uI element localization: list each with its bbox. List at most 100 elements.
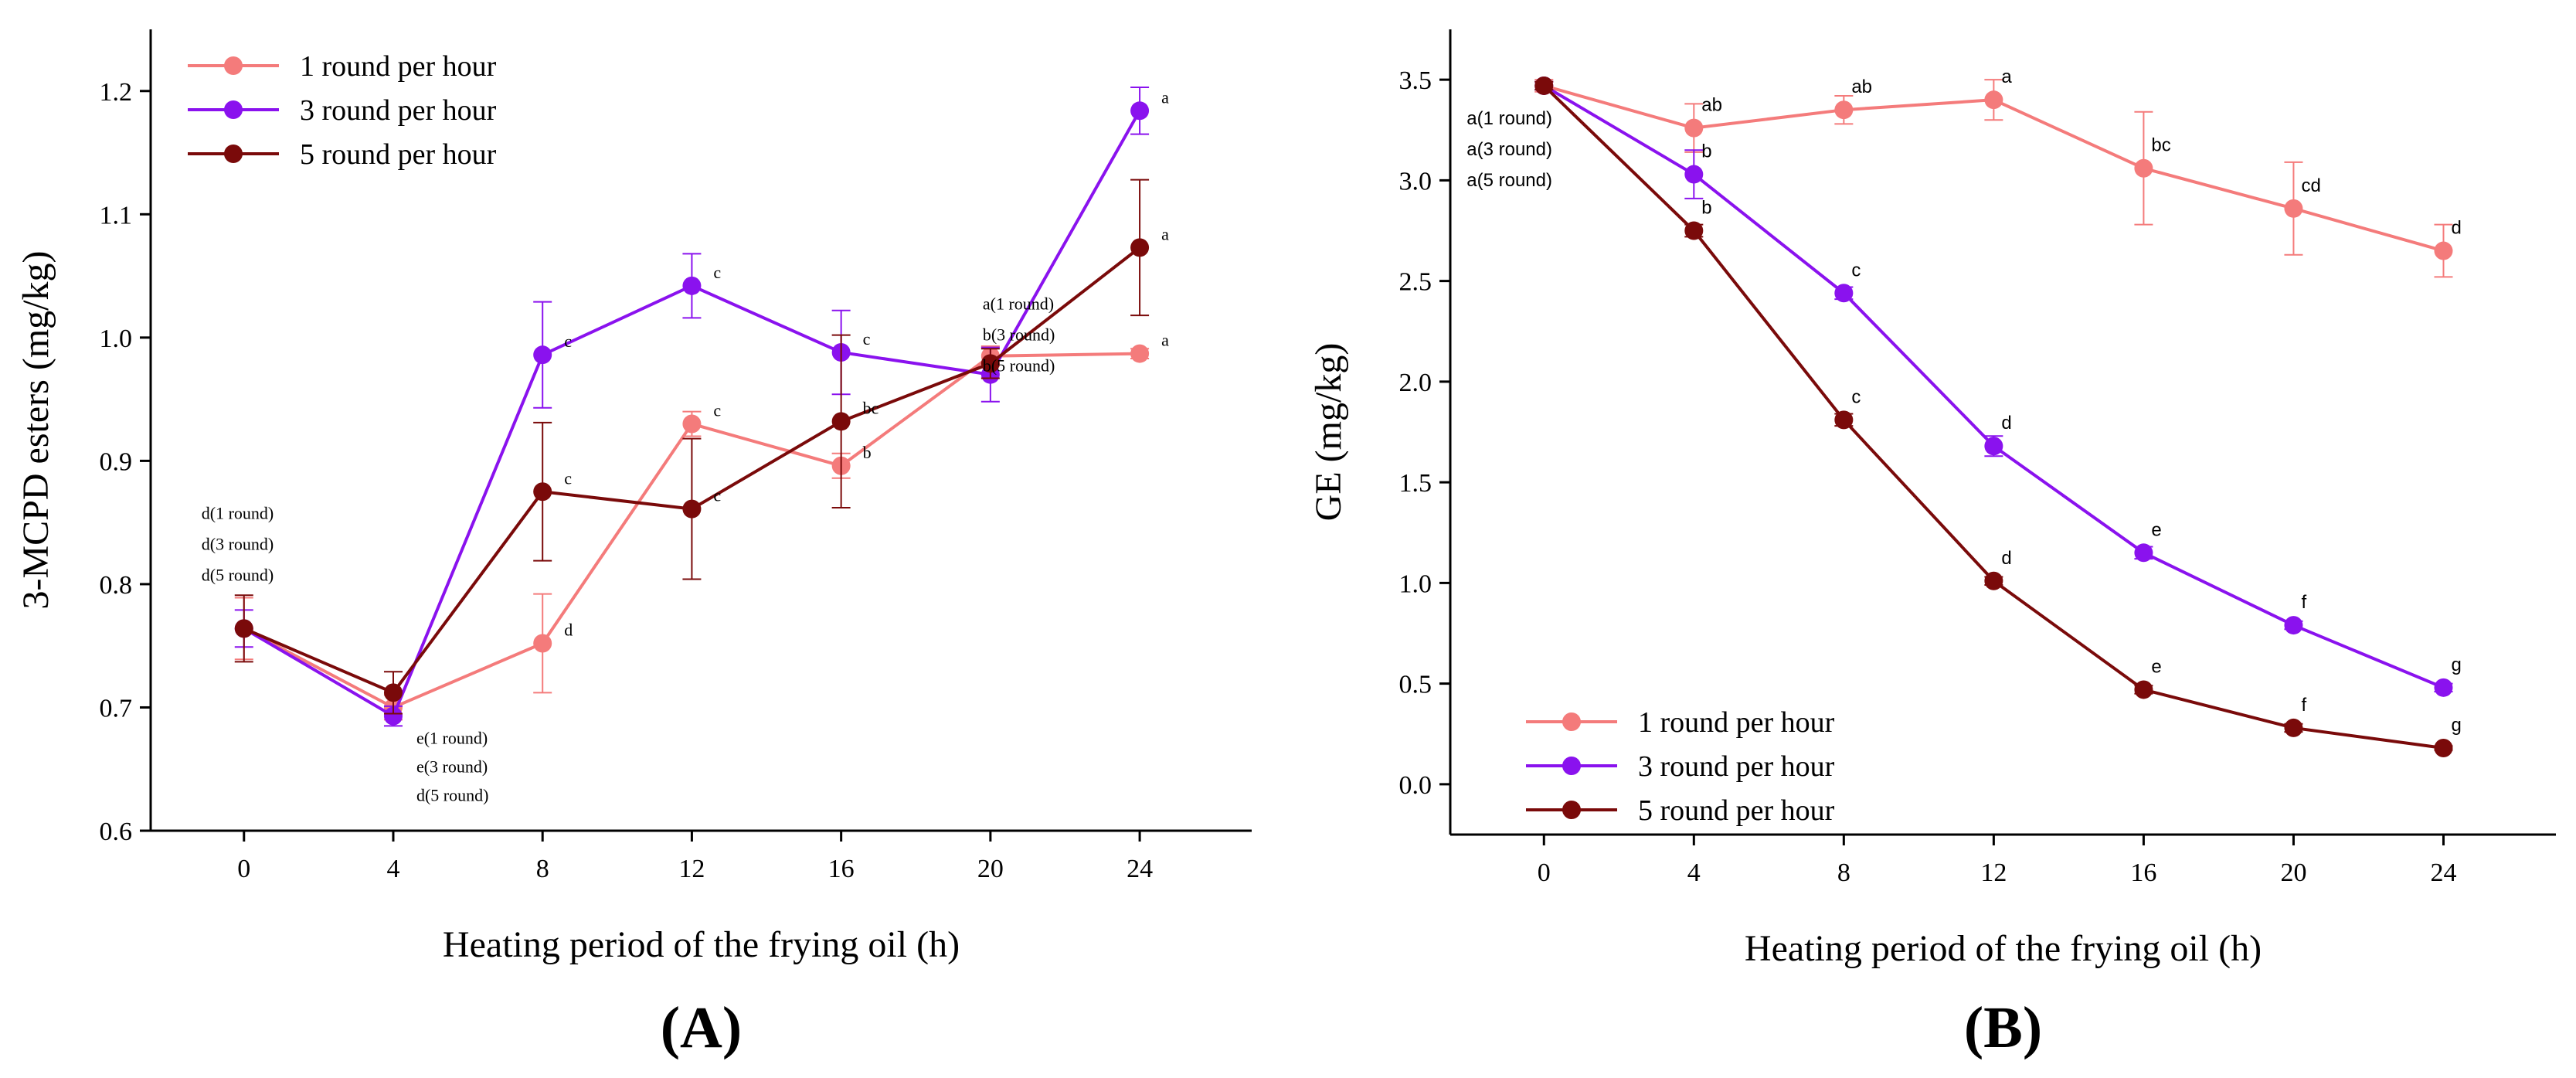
data-label: a — [1161, 224, 1169, 243]
legend-label: 1 round per hour — [300, 50, 497, 83]
data-point — [1984, 437, 2003, 456]
y-tick-label: 0.6 — [100, 818, 133, 846]
annotation-text: a(1 round) — [1466, 108, 1552, 129]
data-label: ab — [1851, 77, 1872, 97]
data-label: e — [2151, 519, 2161, 540]
series-3: bc d e f g — [1534, 76, 2462, 757]
data-label: c — [713, 486, 721, 505]
x-tick-label: 0 — [237, 855, 250, 883]
annotation-text: e(1 round) — [416, 729, 488, 748]
data-point — [533, 345, 552, 365]
x-tick-label: 16 — [828, 855, 855, 883]
data-label: c — [564, 332, 572, 351]
y-tick-label: 3.5 — [1399, 66, 1432, 95]
legend-label: 3 round per hour — [1638, 750, 1835, 783]
x-tick-label: 0 — [1538, 859, 1551, 887]
x-tick-label: 4 — [1687, 859, 1701, 887]
annotation-text: a(3 round) — [1466, 139, 1552, 160]
legend-label: 1 round per hour — [1638, 706, 1835, 739]
data-point — [2434, 678, 2453, 697]
data-label: c — [1851, 386, 1861, 407]
data-label: bc — [863, 398, 879, 417]
data-label: a — [1161, 87, 1169, 107]
data-point — [1130, 101, 1150, 121]
y-tick-label: 1.0 — [100, 325, 133, 353]
data-point — [2284, 718, 2303, 737]
y-tick-label: 2.0 — [1399, 369, 1432, 397]
data-point — [383, 683, 403, 702]
chart-panel-b: 0 4 8 12 16 20 24 0.0 0.5 1.0 1.5 2.0 2.5 3.0 3.5 GE (m… — [1308, 29, 2556, 1060]
y-axis-label: 3-MCPD esters (mg/kg) — [15, 251, 56, 610]
data-point — [234, 619, 253, 638]
data-label: c — [1851, 260, 1861, 281]
data-point — [2134, 680, 2153, 699]
data-point — [1834, 284, 1854, 303]
y-tick-label: 0.7 — [100, 694, 133, 723]
data-label: a — [1161, 331, 1169, 350]
series-1: d c b a — [234, 331, 1169, 721]
panel-label: (B) — [1964, 995, 2042, 1060]
panel-label: (A) — [661, 995, 743, 1060]
y-tick-label: 0.0 — [1399, 771, 1432, 800]
y-tick-label: 0.8 — [100, 571, 133, 600]
x-tick-label: 12 — [1980, 859, 2007, 887]
data-point — [1684, 165, 1704, 184]
legend-marker — [224, 56, 243, 75]
data-label: bc — [2151, 135, 2170, 156]
data-label: c — [713, 263, 721, 282]
annotation-text: d(3 round) — [202, 534, 274, 553]
data-point — [1984, 571, 2003, 590]
annotation-text: d(1 round) — [202, 503, 274, 522]
data-label: c — [564, 468, 572, 488]
x-tick-label: 8 — [1837, 859, 1850, 887]
data-point — [533, 634, 552, 653]
data-point — [1684, 118, 1704, 138]
data-label: c — [863, 329, 871, 349]
y-tick-label: 1.2 — [100, 78, 133, 107]
data-point — [1834, 100, 1854, 120]
y-tick-label: 0.5 — [1399, 671, 1432, 699]
legend-marker — [1562, 757, 1581, 775]
x-tick-label: 8 — [536, 855, 549, 883]
data-point — [2434, 241, 2453, 260]
y-tick-label: 3.0 — [1399, 167, 1432, 196]
legend-marker — [1562, 801, 1581, 819]
annotation-text: d(5 round) — [416, 786, 488, 805]
legend-marker — [224, 145, 243, 163]
data-label: g — [2451, 715, 2461, 736]
x-tick-label: 4 — [386, 855, 399, 883]
annotation-text: a(1 round) — [983, 294, 1054, 313]
annotation-text: b(3 round) — [983, 325, 1055, 344]
legend-label: 5 round per hour — [1638, 794, 1835, 827]
x-tick-label: 16 — [2130, 859, 2156, 887]
data-label: d — [564, 621, 573, 640]
data-point — [2134, 158, 2153, 178]
data-label: d — [2001, 548, 2011, 569]
legend-label: 3 round per hour — [300, 94, 497, 127]
legend-marker — [1562, 712, 1581, 731]
y-tick-label: 0.9 — [100, 447, 133, 476]
legend-label: 5 round per hour — [300, 138, 497, 171]
data-point — [831, 412, 851, 431]
chart-panel-a: 0 4 8 12 16 20 24 0.6 0.7 0.8 0.9 1.0 1.1 1.2 3-MCPD e… — [15, 29, 1252, 1060]
data-label: f — [2301, 695, 2306, 716]
data-label: f — [2301, 592, 2306, 613]
data-point — [682, 276, 702, 295]
x-tick-label: 12 — [678, 855, 705, 883]
data-point — [533, 482, 552, 502]
data-label: b — [863, 443, 872, 462]
data-point — [1684, 221, 1704, 240]
data-label: e — [2151, 656, 2161, 677]
legend: 1 round per hour 3 round per hour 5 round … — [1526, 706, 1835, 827]
data-label: ab — [1701, 95, 1722, 116]
y-tick-label: 1.1 — [100, 201, 133, 230]
x-tick-label: 24 — [1127, 855, 1153, 883]
x-tick-label: 24 — [2430, 859, 2456, 887]
data-label: a — [2001, 66, 2012, 87]
y-tick-label: 1.0 — [1399, 570, 1432, 598]
y-tick-label: 1.5 — [1399, 469, 1432, 498]
